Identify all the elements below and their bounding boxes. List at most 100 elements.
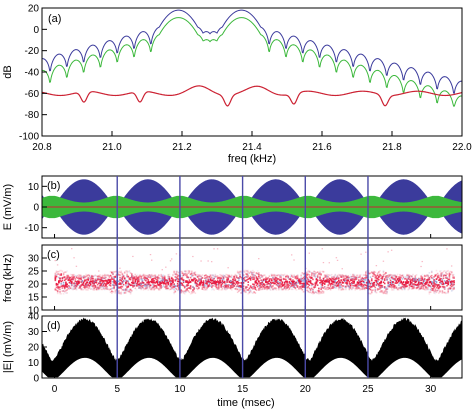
heatmap-cell (355, 284, 358, 287)
heatmap-cell (441, 285, 444, 288)
heatmap-cell (412, 278, 414, 281)
heatmap-cell (223, 284, 226, 287)
heatmap-cell (419, 288, 421, 290)
heatmap-cell (105, 280, 107, 282)
heatmap-cell (399, 278, 401, 280)
heatmap-cell (60, 292, 63, 295)
heatmap-cell (301, 286, 304, 289)
heatmap-cell (348, 288, 351, 291)
heatmap-cell (66, 292, 68, 294)
heatmap-cell (206, 282, 208, 284)
heatmap-cell (118, 280, 120, 283)
heatmap-cell (341, 268, 343, 270)
heatmap-cell (119, 282, 121, 284)
heatmap-cell (111, 271, 113, 273)
heatmap-cell (66, 274, 68, 277)
heatmap-cell (180, 289, 182, 291)
heatmap-cell (79, 285, 81, 288)
heatmap-cell (122, 291, 125, 294)
heatmap-cell (348, 286, 351, 289)
heatmap-cell (206, 283, 208, 286)
heatmap-cell (435, 278, 438, 280)
heatmap-cell (135, 284, 138, 287)
heatmap-cell (423, 275, 426, 278)
heatmap-cell (86, 278, 88, 281)
y-tick-label: 20 (28, 280, 40, 291)
heatmap-cell (194, 281, 197, 283)
heatmap-cell (252, 278, 254, 281)
heatmap-cell (180, 292, 182, 294)
heatmap-cell (430, 270, 433, 273)
heatmap-cell (359, 275, 361, 277)
heatmap-cell (252, 272, 254, 274)
heatmap-cell (327, 274, 330, 276)
heatmap-cell (174, 290, 177, 292)
heatmap-cell (403, 287, 406, 290)
heatmap-cell (432, 289, 434, 292)
heatmap-cell (139, 284, 141, 286)
heatmap-cell (223, 286, 226, 289)
heatmap-cell (292, 279, 294, 281)
heatmap-cell (68, 279, 71, 282)
heatmap-cell (348, 285, 351, 287)
heatmap-cell (71, 282, 73, 285)
heatmap-cell (236, 283, 239, 285)
heatmap-cell (56, 292, 59, 295)
heatmap-cell (421, 260, 423, 263)
heatmap-cell (131, 284, 133, 286)
heatmap-cell (186, 280, 188, 282)
heatmap-cell (87, 277, 90, 280)
heatmap-cell (175, 285, 178, 287)
heatmap-cell (193, 277, 195, 279)
heatmap-cell (185, 291, 187, 293)
heatmap-cell (143, 284, 146, 286)
heatmap-cell (87, 274, 90, 276)
heatmap-cell (145, 287, 147, 289)
x-tick-label: 5 (114, 384, 120, 395)
heatmap-cell (392, 275, 394, 278)
heatmap-cell (96, 279, 99, 281)
heatmap-cell (227, 279, 230, 281)
heatmap-cell (398, 277, 400, 279)
heatmap-cell (443, 286, 446, 288)
heatmap-cell (358, 276, 360, 279)
heatmap-cell (343, 280, 346, 282)
heatmap-cell (206, 286, 208, 289)
heatmap-cell (388, 283, 391, 286)
heatmap-cell (202, 282, 205, 285)
heatmap-cell (258, 289, 260, 291)
heatmap-cell (188, 270, 191, 272)
heatmap-cell (321, 248, 323, 250)
heatmap-cell (135, 278, 138, 280)
heatmap-cell (161, 269, 163, 271)
heatmap-cell (280, 288, 282, 291)
heatmap-cell (218, 277, 220, 279)
heatmap-cell (205, 279, 207, 282)
heatmap-cell (95, 288, 98, 290)
heatmap-cell (310, 276, 313, 279)
panel-a-xlabel: freq (kHz) (228, 153, 276, 165)
heatmap-cell (182, 274, 185, 277)
heatmap-cell (111, 276, 113, 279)
heatmap-cell (76, 283, 79, 286)
heatmap-cell (362, 288, 365, 291)
heatmap-cell (127, 283, 130, 285)
heatmap-cell (135, 275, 138, 278)
heatmap-cell (189, 276, 192, 279)
heatmap-cell (196, 276, 199, 278)
heatmap-cell (392, 286, 394, 288)
heatmap-cell (438, 287, 440, 290)
heatmap-cell (421, 273, 424, 276)
heatmap-cell (161, 274, 164, 277)
heatmap-cell (225, 276, 227, 278)
heatmap-cell (225, 285, 227, 288)
heatmap-cell (401, 274, 404, 277)
heatmap-cell (176, 271, 179, 273)
heatmap-cell (132, 280, 134, 282)
heatmap-cell (118, 292, 120, 295)
heatmap-cell (350, 282, 353, 284)
heatmap-cell (412, 273, 414, 276)
heatmap-cell (453, 288, 455, 290)
heatmap-cell (161, 278, 164, 281)
heatmap-cell (134, 287, 137, 290)
